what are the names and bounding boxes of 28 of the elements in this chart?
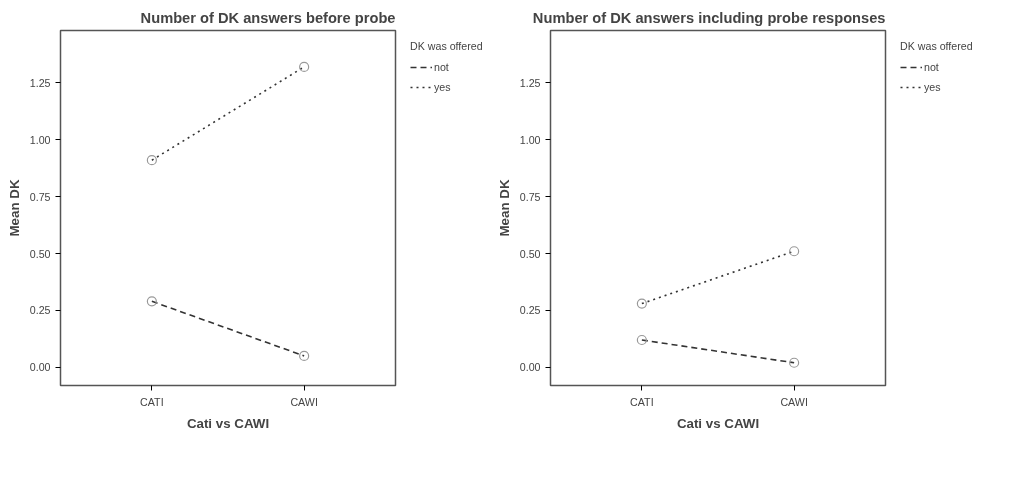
y-tick-label: 0.00	[29, 361, 51, 374]
x-tick-label: CAWI	[780, 395, 808, 408]
y-tick-label: 1.00	[29, 133, 51, 146]
y-tick-label: 1.25	[29, 76, 51, 89]
y-tick-label: 0.25	[519, 304, 541, 317]
x-tick-label: CATI	[140, 395, 164, 408]
legend-title: DK was offered	[900, 40, 973, 52]
x-axis-title: Cati vs CAWI	[186, 415, 270, 431]
chart-title: Number of DK answers including probe responses	[532, 9, 886, 26]
legend-title: DK was offered	[410, 40, 483, 52]
legend-label: yes	[924, 81, 942, 93]
chart-title: Number of DK answers before probe	[140, 9, 396, 26]
y-tick-label: 0.00	[519, 361, 541, 374]
legend-label: not	[434, 61, 450, 73]
x-tick-label: CAWI	[290, 395, 318, 408]
y-tick-label: 0.75	[29, 190, 51, 203]
y-axis-title: Mean DK	[496, 179, 512, 237]
legend-label: yes	[434, 81, 452, 93]
x-axis-title: Cati vs CAWI	[676, 415, 760, 431]
y-tick-label: 0.50	[29, 247, 51, 260]
y-tick-label: 0.25	[29, 304, 51, 317]
legend-label: not	[924, 61, 940, 73]
y-tick-label: 0.50	[519, 247, 541, 260]
x-tick-label: CATI	[630, 395, 654, 408]
y-tick-label: 1.00	[519, 133, 541, 146]
y-tick-label: 1.25	[519, 76, 541, 89]
y-axis-title: Mean DK	[6, 179, 22, 237]
y-tick-label: 0.75	[519, 190, 541, 203]
